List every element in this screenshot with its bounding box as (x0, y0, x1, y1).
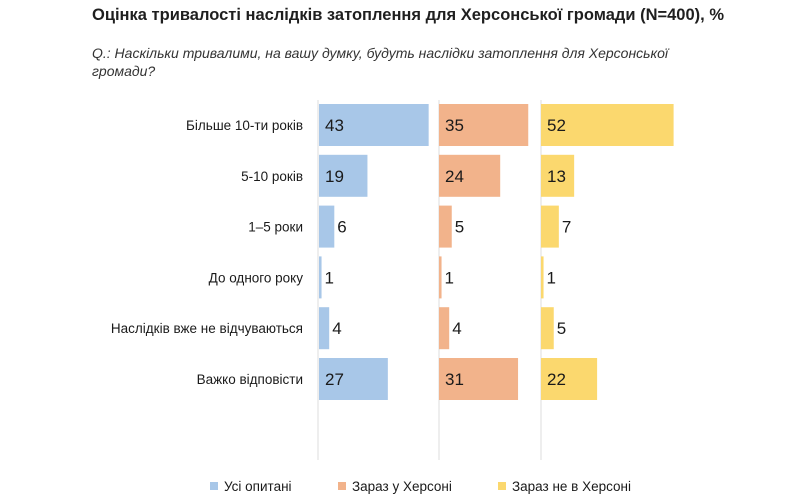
data-label: 24 (445, 167, 464, 186)
data-label: 5 (557, 319, 566, 338)
bar-3-3 (541, 205, 559, 248)
data-label: 22 (547, 370, 566, 389)
bar-3-5 (541, 307, 554, 350)
bar-1-3 (319, 205, 335, 248)
data-label: 1 (325, 268, 334, 287)
bar-2-5 (439, 307, 450, 350)
bar-2-6 (439, 358, 519, 400)
category-label: Наслідків вже не відчуваються (111, 321, 303, 336)
bar-1-6 (319, 358, 388, 400)
chart-title: Оцінка тривалості наслідків затоплення д… (92, 6, 724, 24)
data-label: 43 (325, 116, 344, 135)
bar-1-2 (319, 154, 368, 197)
legend-label-2: Зараз у Херсоні (352, 479, 452, 494)
bar-1-5 (319, 307, 330, 350)
category-label: 1–5 роки (248, 220, 303, 235)
data-label: 6 (337, 218, 346, 237)
data-label: 52 (547, 116, 566, 135)
legend-label-1: Усі опитані (224, 479, 292, 494)
legend-swatch-1 (210, 482, 218, 490)
bar-1-4 (319, 256, 322, 299)
category-label: Важко відповісти (197, 372, 303, 387)
bar-2-4 (439, 256, 442, 299)
category-label: До одного року (209, 270, 304, 285)
data-label: 4 (332, 319, 341, 338)
category-label: 5-10 років (241, 169, 303, 184)
category-label: Більше 10-ти років (186, 118, 303, 133)
bar-2-3 (439, 205, 452, 248)
data-label: 31 (445, 370, 464, 389)
bar-1-1 (319, 104, 429, 146)
legend-swatch-2 (338, 482, 346, 490)
bar-2-2 (439, 154, 501, 197)
data-label: 7 (562, 218, 571, 237)
data-label: 1 (547, 268, 556, 287)
bar-3-6 (541, 358, 598, 400)
legend-label-3: Зараз не в Херсоні (512, 479, 631, 494)
data-label: 27 (325, 370, 344, 389)
bar-3-2 (541, 154, 575, 197)
data-label: 13 (547, 167, 566, 186)
chart-subtitle: Q.: Наскільки тривалими, на вашу думку, … (92, 45, 669, 79)
legend-swatch-3 (498, 482, 506, 490)
bar-2-1 (439, 104, 529, 146)
bar-3-4 (541, 256, 544, 299)
data-label: 4 (452, 319, 461, 338)
data-label: 35 (445, 116, 464, 135)
data-label: 5 (455, 218, 464, 237)
data-label: 19 (325, 167, 344, 186)
data-label: 1 (445, 268, 454, 287)
bar-3-1 (541, 104, 674, 146)
